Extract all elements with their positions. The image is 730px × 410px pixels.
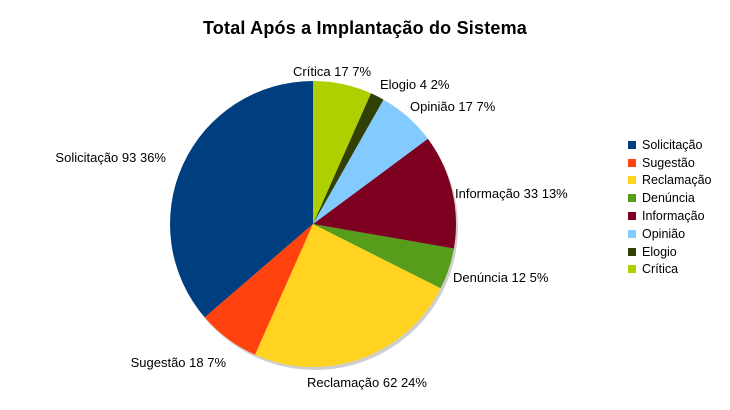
- legend-item-8: Crítica: [628, 261, 711, 279]
- legend-swatch: [628, 140, 636, 149]
- slice-label-8: Crítica 17 7%: [293, 64, 371, 79]
- slice-label-1: Solicitação 93 36%: [55, 150, 166, 165]
- legend-label: Elogio: [642, 244, 677, 259]
- legend-swatch: [628, 194, 636, 203]
- pie-slice-8: [313, 81, 371, 224]
- slice-label-3: Reclamação 62 24%: [307, 375, 427, 390]
- slice-label-5: Informação 33 13%: [455, 186, 568, 201]
- legend-label: Informação: [642, 209, 705, 224]
- pie-slice-2: [204, 224, 313, 355]
- pie-slice-7: [313, 93, 384, 225]
- legend-item-1: Solicitação: [628, 136, 711, 154]
- legend-swatch: [628, 247, 636, 256]
- legend-swatch: [628, 212, 636, 221]
- pie-slice-1: [170, 81, 313, 318]
- slice-label-4: Denúncia 12 5%: [453, 270, 549, 285]
- pie-slice-4: [313, 224, 454, 289]
- legend-item-4: Denúncia: [628, 189, 711, 207]
- legend-label: Sugestão: [642, 155, 695, 170]
- legend-label: Solicitação: [642, 137, 703, 152]
- pie-slice-5: [313, 138, 456, 249]
- legend-label: Reclamação: [642, 173, 712, 188]
- slice-label-7: Elogio 4 2%: [380, 77, 450, 92]
- pie-slice-6: [313, 99, 428, 224]
- legend-item-5: Informação: [628, 207, 711, 225]
- pie-slice-3: [255, 224, 441, 367]
- legend-label: Denúncia: [642, 191, 695, 206]
- legend-swatch: [628, 176, 636, 185]
- legend-swatch: [628, 265, 636, 274]
- legend: Solicitação Sugestão Reclamação Denúncia Inf…: [628, 136, 711, 278]
- legend-label: Crítica: [642, 262, 679, 277]
- legend-swatch: [628, 229, 636, 238]
- legend-item-6: Opinião: [628, 225, 711, 243]
- legend-item-7: Elogio: [628, 243, 711, 261]
- slice-label-6: Opinião 17 7%: [410, 99, 496, 114]
- chart-title: Total Após a Implantação do Sistema: [202, 18, 528, 38]
- legend-item-2: Sugestão: [628, 154, 711, 172]
- legend-swatch: [628, 158, 636, 167]
- legend-item-3: Reclamação: [628, 172, 711, 190]
- legend-label: Opinião: [642, 226, 686, 241]
- slice-label-2: Sugestão 18 7%: [131, 355, 227, 370]
